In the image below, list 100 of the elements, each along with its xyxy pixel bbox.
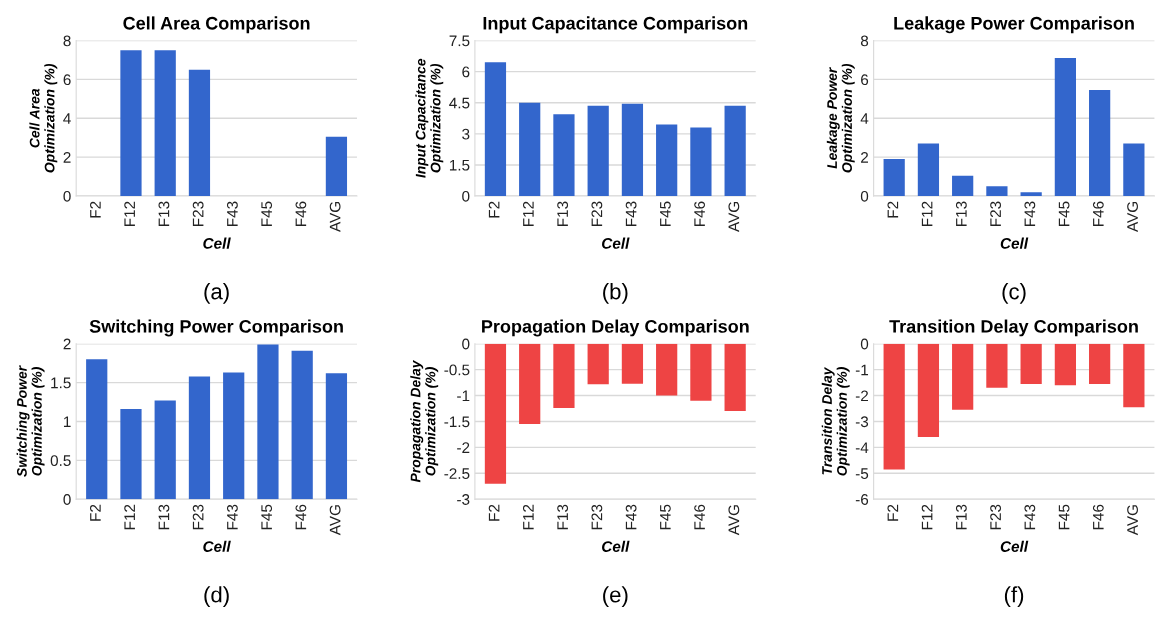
- bar: [587, 105, 609, 197]
- bar: [952, 175, 974, 197]
- y-tick-label: 3: [462, 128, 470, 140]
- bar: [484, 62, 507, 197]
- bar: [120, 409, 142, 500]
- y-tick-label: 0: [462, 190, 470, 202]
- x-tick-label: F45: [1058, 504, 1070, 530]
- bar: [188, 376, 211, 500]
- y-tick-label: -6: [855, 494, 869, 505]
- x-tick-label: F43: [226, 504, 238, 530]
- text: (a): [204, 283, 229, 304]
- y-tick-label: -1: [855, 364, 869, 376]
- bar: [690, 127, 712, 197]
- x-axis-title: Cell: [1000, 540, 1029, 552]
- x-tick-label: F43: [1024, 504, 1036, 530]
- y-tick-label: -2: [855, 390, 868, 402]
- x-axis-title: Cell: [203, 540, 231, 552]
- bar: [1089, 90, 1111, 197]
- y-tick-label: 0.5: [50, 455, 71, 467]
- y-axis-title: Propagation Delay Optimization (%): [410, 359, 439, 483]
- x-tick-label: F46: [694, 201, 706, 226]
- x-tick-label: AVG: [1127, 505, 1138, 536]
- x-tick-label: F43: [1024, 201, 1036, 226]
- x-tick-label: F46: [295, 504, 307, 530]
- bar: [553, 114, 575, 197]
- x-tick-label: F12: [522, 201, 534, 226]
- x-tick-label: F12: [124, 201, 135, 226]
- x-tick-label: F45: [261, 504, 273, 530]
- y-tick-label: 2: [63, 338, 71, 350]
- chart-title: Leakage Power Comparison: [894, 16, 1134, 34]
- bar: [519, 102, 541, 197]
- y-axis-title: Cell Area Optimization (%): [29, 63, 58, 173]
- x-tick-label: F45: [1058, 201, 1070, 226]
- y-tick-label: -3: [457, 494, 470, 505]
- x-tick-label: F2: [90, 504, 101, 521]
- text: (f): [1004, 586, 1024, 607]
- y-axis-title: Switching Power Optimization (%): [16, 365, 45, 477]
- y-tick-label: -1.5: [444, 416, 470, 428]
- x-axis-title: Cell: [602, 237, 630, 249]
- y-tick-label: 0: [860, 338, 869, 350]
- x-tick-label: F13: [158, 201, 170, 226]
- x-axis-title: Cell: [602, 540, 630, 552]
- x-tick-label: F23: [990, 504, 1001, 530]
- x-tick-label: AVG: [329, 202, 341, 232]
- x-tick-label: F45: [660, 201, 671, 226]
- y-axis-title: Leakage Power Optimization (%): [826, 63, 855, 173]
- x-tick-label: F43: [625, 504, 637, 530]
- x-tick-label: AVG: [329, 505, 341, 536]
- text: (e): [603, 586, 628, 607]
- x-tick-label: F2: [887, 504, 899, 521]
- x-tick-label: F2: [488, 201, 500, 218]
- x-tick-label: F13: [955, 504, 967, 530]
- y-tick-label: -2: [457, 442, 470, 453]
- text: (b): [603, 283, 628, 304]
- y-tick-label: 0: [63, 190, 71, 202]
- bar: [325, 136, 348, 197]
- x-tick-label: F12: [522, 504, 534, 530]
- y-axis-title: Transition Delay Optimization (%): [821, 366, 850, 476]
- bar: [86, 359, 108, 500]
- x-tick-label: F46: [295, 201, 307, 226]
- y-tick-label: 4.5: [449, 97, 470, 109]
- y-tick-label: 6: [63, 74, 71, 86]
- x-tick-label: F13: [955, 201, 967, 226]
- bar: [917, 143, 940, 197]
- y-tick-label: -0.5: [444, 364, 470, 376]
- bar: [154, 50, 176, 197]
- y-tick-label: 2: [63, 152, 71, 163]
- x-tick-label: F43: [226, 201, 238, 226]
- bar: [188, 69, 211, 197]
- x-tick-label: F12: [921, 201, 933, 226]
- y-tick-label: -2.5: [444, 468, 470, 479]
- x-tick-label: F23: [192, 504, 204, 530]
- bar: [1054, 58, 1076, 197]
- x-tick-label: F13: [557, 504, 569, 530]
- x-tick-label: F23: [990, 201, 1001, 226]
- bar: [656, 124, 678, 197]
- y-tick-label: 0: [63, 494, 71, 505]
- x-tick-label: F12: [124, 504, 135, 530]
- x-tick-label: F23: [192, 201, 204, 226]
- x-tick-label: F23: [591, 504, 603, 530]
- x-tick-label: AVG: [728, 202, 740, 232]
- x-tick-label: F43: [625, 201, 637, 226]
- y-tick-label: -5: [855, 468, 869, 479]
- y-tick-label: 2: [861, 152, 868, 163]
- bar: [154, 400, 176, 500]
- bar: [325, 373, 348, 500]
- y-tick-label: 4: [63, 113, 71, 124]
- y-tick-label: -1: [457, 390, 470, 402]
- x-tick-label: F46: [1092, 201, 1104, 226]
- bar: [223, 372, 245, 500]
- x-tick-label: F23: [591, 201, 603, 226]
- chart-title: Input Capacitance Comparison: [483, 16, 748, 34]
- bar: [291, 350, 313, 500]
- y-tick-label: 0: [462, 338, 470, 350]
- chart-title: Cell Area Comparison: [123, 16, 310, 34]
- bar: [120, 50, 142, 197]
- bar: [986, 186, 1008, 197]
- y-tick-label: 6: [861, 74, 869, 86]
- x-tick-label: F2: [887, 201, 899, 218]
- x-tick-label: AVG: [728, 505, 740, 536]
